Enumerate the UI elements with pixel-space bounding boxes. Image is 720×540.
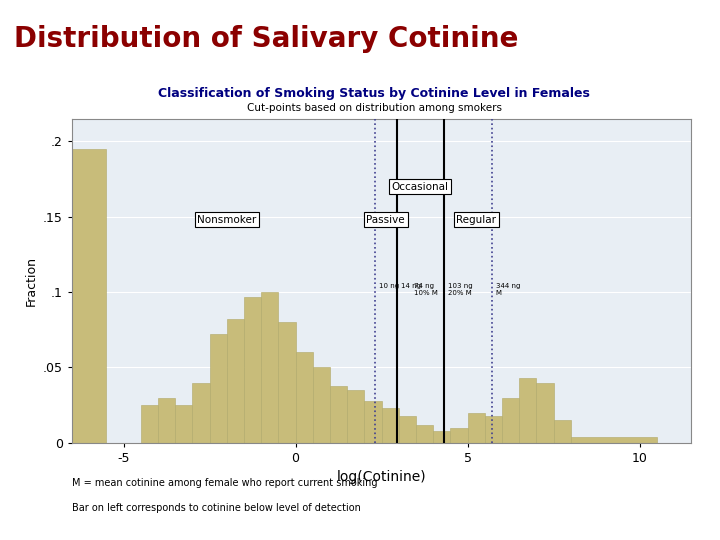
Bar (536, 382, 554, 443)
Bar (192, 382, 210, 443)
Text: Occasional: Occasional (392, 181, 449, 192)
Bar (244, 296, 261, 443)
Bar (519, 378, 536, 443)
Bar (330, 386, 347, 443)
Text: Bar on left corresponds to cotinine below level of detection: Bar on left corresponds to cotinine belo… (72, 503, 361, 514)
Bar (72, 149, 107, 443)
Bar (485, 416, 502, 443)
Text: 10 ng: 10 ng (379, 283, 399, 289)
Y-axis label: Fraction: Fraction (24, 256, 37, 306)
Text: M = mean cotinine among female who report current smoking: M = mean cotinine among female who repor… (72, 478, 377, 488)
Bar (451, 428, 467, 443)
Text: 344 ng
M: 344 ng M (496, 283, 520, 296)
Bar (467, 413, 485, 443)
Bar (312, 367, 330, 443)
Bar (399, 416, 416, 443)
Bar (141, 405, 158, 443)
Bar (502, 397, 519, 443)
Text: Cut-points based on distribution among smokers: Cut-points based on distribution among s… (247, 103, 502, 113)
Bar (347, 390, 364, 443)
Bar (279, 322, 296, 443)
Bar (382, 408, 399, 443)
Text: Nonsmoker: Nonsmoker (197, 215, 256, 225)
Bar (364, 401, 382, 443)
Bar (433, 431, 451, 443)
Bar (554, 420, 571, 443)
Bar (416, 425, 433, 443)
Bar (175, 405, 192, 443)
Text: Distribution of Salivary Cotinine: Distribution of Salivary Cotinine (14, 25, 519, 53)
Text: 74 ng
10% M: 74 ng 10% M (414, 283, 438, 296)
Text: 14 ng: 14 ng (401, 283, 421, 289)
Text: Passive: Passive (366, 215, 405, 225)
Bar (261, 292, 279, 443)
Text: 103 ng
20% M: 103 ng 20% M (448, 283, 472, 296)
X-axis label: log(Cotinine): log(Cotinine) (337, 470, 426, 484)
Bar (210, 334, 227, 443)
Text: Classification of Smoking Status by Cotinine Level in Females: Classification of Smoking Status by Coti… (158, 87, 590, 100)
Bar (158, 397, 175, 443)
Bar (571, 437, 657, 443)
Bar (227, 319, 244, 443)
Text: Regular: Regular (456, 215, 496, 225)
Bar (296, 353, 312, 443)
